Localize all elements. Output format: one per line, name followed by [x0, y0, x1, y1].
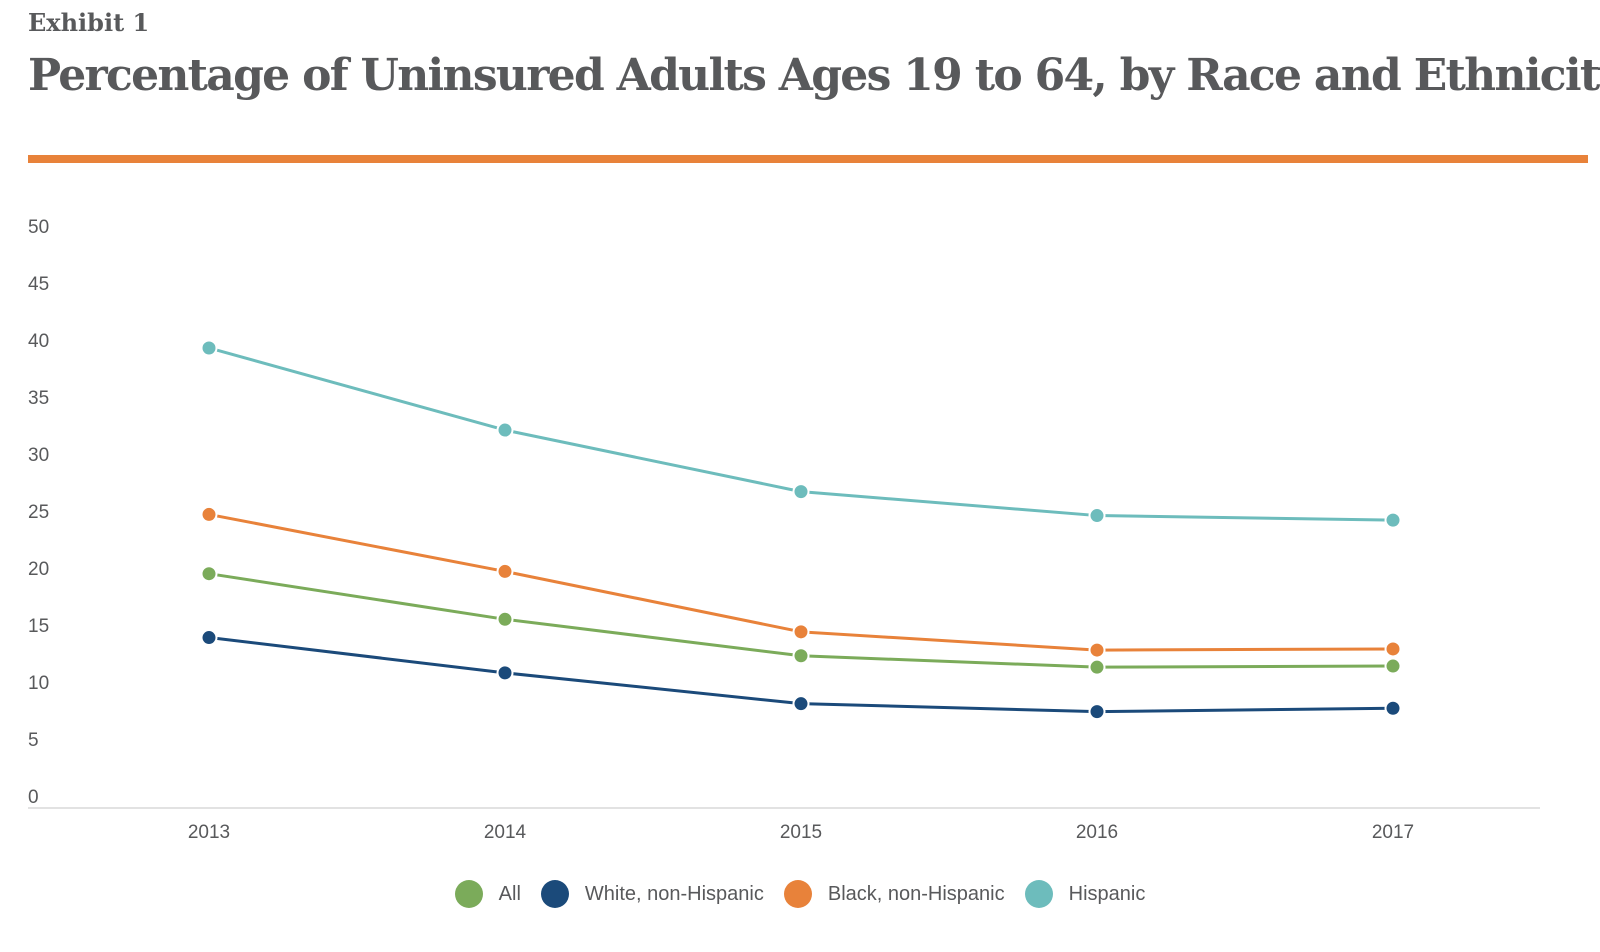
y-tick-label: 10 [28, 673, 49, 694]
legend-item: Hispanic [1024, 880, 1146, 908]
y-tick-label: 40 [28, 331, 49, 352]
y-tick-label: 35 [28, 388, 49, 409]
data-point [200, 629, 218, 647]
legend-swatch [454, 880, 483, 908]
y-tick-label: 15 [28, 616, 49, 637]
x-tick-label: 2014 [484, 822, 527, 843]
x-tick-label: 2016 [1076, 822, 1118, 843]
legend-label: White, non-Hispanic [584, 882, 764, 905]
x-tick-label: 2017 [1372, 822, 1414, 843]
data-point [1384, 640, 1402, 658]
data-point [200, 565, 218, 583]
legend-label: Black, non-Hispanic [827, 882, 1005, 905]
y-tick-label: 20 [28, 559, 49, 580]
x-tick-label: 2015 [780, 822, 822, 843]
legend-item: All [454, 880, 521, 908]
data-point [200, 505, 218, 523]
data-point [792, 647, 810, 665]
data-point [1088, 507, 1106, 525]
data-point [200, 339, 218, 357]
title-rule [28, 155, 1588, 163]
y-tick-label: 30 [28, 445, 49, 466]
legend-item: White, non-Hispanic [540, 880, 764, 908]
series-points [200, 339, 1402, 721]
data-point [792, 695, 810, 713]
legend-swatch [783, 880, 812, 908]
y-tick-label: 25 [28, 502, 49, 523]
data-point [496, 610, 514, 628]
y-tick-label: 5 [28, 730, 39, 751]
data-point [792, 623, 810, 641]
legend-swatch [1024, 880, 1053, 908]
x-tick-label: 2013 [188, 822, 230, 843]
data-point [792, 483, 810, 501]
y-tick-label: 50 [28, 217, 49, 238]
exhibit-label: Exhibit 1 [28, 8, 150, 37]
chart-title: Percentage of Uninsured Adults Ages 19 t… [28, 50, 1600, 101]
y-axis-ticks: 0 5 10 15 20 25 30 35 40 45 50 [28, 217, 49, 808]
legend-label: All [498, 882, 521, 905]
data-point [496, 562, 514, 580]
legend-item: Black, non-Hispanic [783, 880, 1005, 908]
legend-swatch [540, 880, 569, 908]
data-point [1384, 657, 1402, 675]
y-tick-label: 45 [28, 274, 49, 295]
data-point [496, 664, 514, 682]
x-axis-ticks: 2013 2014 2015 2016 2017 [188, 822, 1414, 843]
data-point [496, 421, 514, 439]
legend-label: Hispanic [1068, 882, 1146, 905]
data-point [1088, 641, 1106, 659]
legend: All White, non-Hispanic Black, non-Hispani… [0, 880, 1600, 908]
data-point [1384, 699, 1402, 717]
y-tick-label: 0 [28, 787, 39, 808]
data-point [1088, 658, 1106, 676]
data-point [1088, 703, 1106, 721]
data-point [1384, 511, 1402, 529]
